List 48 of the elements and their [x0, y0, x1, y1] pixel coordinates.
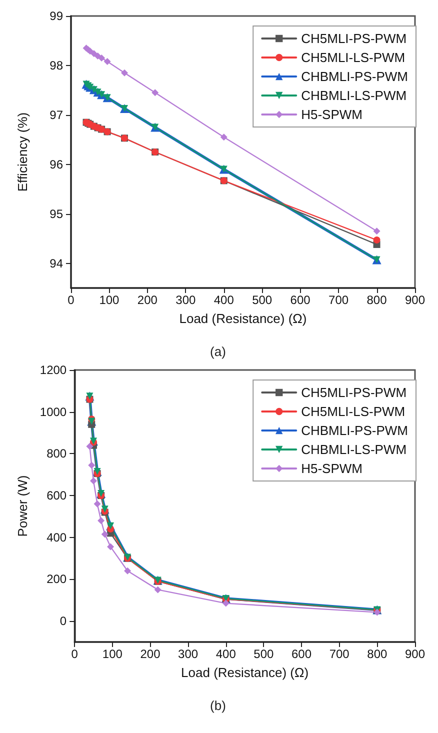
legend-label: CHBMLI-LS-PWM — [301, 442, 407, 457]
y-tick-label: 99 — [50, 9, 64, 23]
y-tick-label: 200 — [46, 572, 67, 586]
legend-label: CHBMLI-PS-PWM — [301, 69, 408, 84]
y-tick-label: 400 — [46, 530, 67, 544]
legend-label: CH5MLI-LS-PWM — [301, 50, 406, 65]
legend-label: H5-SPWM — [301, 461, 362, 476]
x-tick-label: 200 — [137, 293, 158, 307]
y-tick-label: 97 — [50, 108, 64, 122]
text: (b) — [210, 698, 226, 713]
y-axis-title: Power (W) — [15, 475, 30, 537]
x-tick-label: 200 — [140, 647, 161, 661]
y-tick-label: 600 — [46, 488, 67, 503]
y-tick-label: 1200 — [40, 363, 67, 377]
x-tick-label: 500 — [254, 647, 274, 661]
y-tick-label: 96 — [50, 157, 64, 172]
y-tick-label: 98 — [50, 58, 64, 72]
x-tick-label: 400 — [214, 293, 234, 307]
x-tick-label: 700 — [329, 647, 350, 661]
y-tick-label: 95 — [50, 206, 64, 221]
x-tick-label: 700 — [328, 293, 349, 307]
x-tick-label: 400 — [216, 647, 236, 661]
x-tick-label: 300 — [176, 293, 196, 307]
legend-label: CHBMLI-PS-PWM — [301, 423, 408, 438]
x-tick-label: 300 — [178, 647, 198, 661]
x-tick-label: 900 — [404, 293, 426, 307]
legend-label: H5-SPWM — [301, 107, 362, 122]
x-tick-label: 800 — [367, 647, 388, 661]
x-tick-label: 100 — [99, 293, 120, 307]
x-tick-label: 900 — [404, 647, 426, 661]
x-tick-label: 600 — [292, 647, 312, 661]
x-axis-title: Load (Resistance) (Ω) — [181, 665, 309, 680]
x-tick-label: 600 — [290, 293, 311, 307]
x-tick-label: 500 — [252, 293, 272, 307]
legend-label: CH5MLI-PS-PWM — [301, 385, 407, 400]
y-tick-label: 1000 — [40, 404, 67, 419]
x-tick-label: 800 — [366, 293, 388, 307]
text: (a) — [210, 344, 226, 359]
y-axis-title: Efficiency (%) — [15, 112, 30, 192]
x-tick-label: 100 — [102, 647, 123, 661]
y-tick-label: 94 — [50, 256, 64, 270]
legend-label: CH5MLI-LS-PWM — [301, 404, 406, 419]
x-tick-label: 0 — [71, 647, 78, 661]
legend-label: CH5MLI-PS-PWM — [301, 31, 407, 46]
x-axis-title: Load (Resistance) (Ω) — [179, 311, 307, 326]
y-tick-label: 0 — [60, 614, 67, 628]
legend-label: CHBMLI-LS-PWM — [301, 88, 407, 103]
y-tick-label: 800 — [46, 446, 67, 461]
